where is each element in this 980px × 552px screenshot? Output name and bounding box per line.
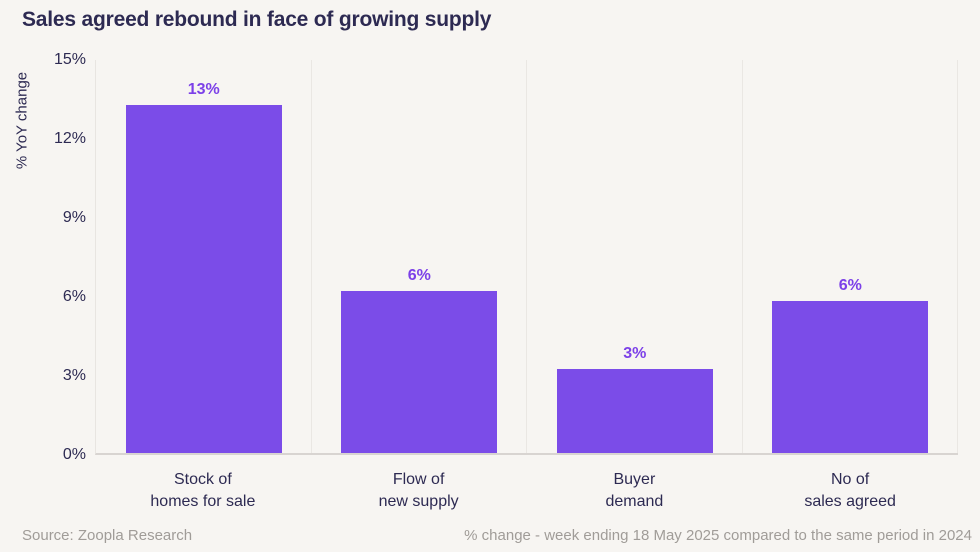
y-axis-ticks: 0% 3% 6% 9% 12% 15% <box>0 51 86 463</box>
plot-area: 13% 6% 3% 6% <box>95 60 958 455</box>
gridline <box>526 60 527 453</box>
category-label: No of sales agreed <box>804 471 896 510</box>
category-label: Flow of new supply <box>378 471 459 510</box>
bar <box>772 301 929 453</box>
y-tick-label: 9% <box>62 209 86 226</box>
y-tick-label: 0% <box>62 446 86 463</box>
y-tick-label: 12% <box>53 130 86 147</box>
category-label: Stock of homes for sale <box>150 471 256 510</box>
y-tick-label: 15% <box>53 51 86 68</box>
bar-column: 13% <box>96 60 312 453</box>
y-tick-label: 6% <box>62 288 86 305</box>
bar <box>125 104 282 453</box>
footnote: % change - week ending 18 May 2025 compa… <box>464 527 972 544</box>
bar-column: 6% <box>312 60 528 453</box>
gridline <box>310 60 312 453</box>
bar-value-label: 6% <box>838 277 862 295</box>
y-tick-label: 3% <box>62 367 86 384</box>
chart-title: Sales agreed rebound in face of growing … <box>22 8 492 31</box>
bar-column: 3% <box>527 60 743 453</box>
bar-value-label: 3% <box>623 345 647 363</box>
bar-column: 6% <box>743 60 959 453</box>
bars-row: 13% 6% 3% 6% <box>96 60 958 453</box>
bar <box>556 369 713 453</box>
bar-value-label: 13% <box>187 80 220 98</box>
source-attribution: Source: Zoopla Research <box>22 527 193 544</box>
category-labels: Stock of homes for sale Flow of new suppl… <box>95 469 958 513</box>
gridline <box>957 60 958 453</box>
category-label: Buyer demand <box>605 471 664 510</box>
bar <box>341 290 498 453</box>
bar-value-label: 6% <box>407 266 431 284</box>
gridline <box>741 60 743 453</box>
